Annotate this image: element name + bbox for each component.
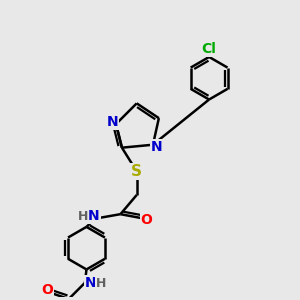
Text: S: S	[131, 164, 142, 179]
Text: Cl: Cl	[202, 42, 217, 56]
Text: N: N	[88, 209, 100, 223]
Text: O: O	[41, 283, 53, 297]
Text: N: N	[107, 115, 118, 129]
Text: H: H	[96, 277, 106, 290]
Text: O: O	[140, 213, 152, 227]
Text: N: N	[85, 276, 96, 290]
Text: H: H	[78, 210, 88, 223]
Text: N: N	[151, 140, 162, 154]
